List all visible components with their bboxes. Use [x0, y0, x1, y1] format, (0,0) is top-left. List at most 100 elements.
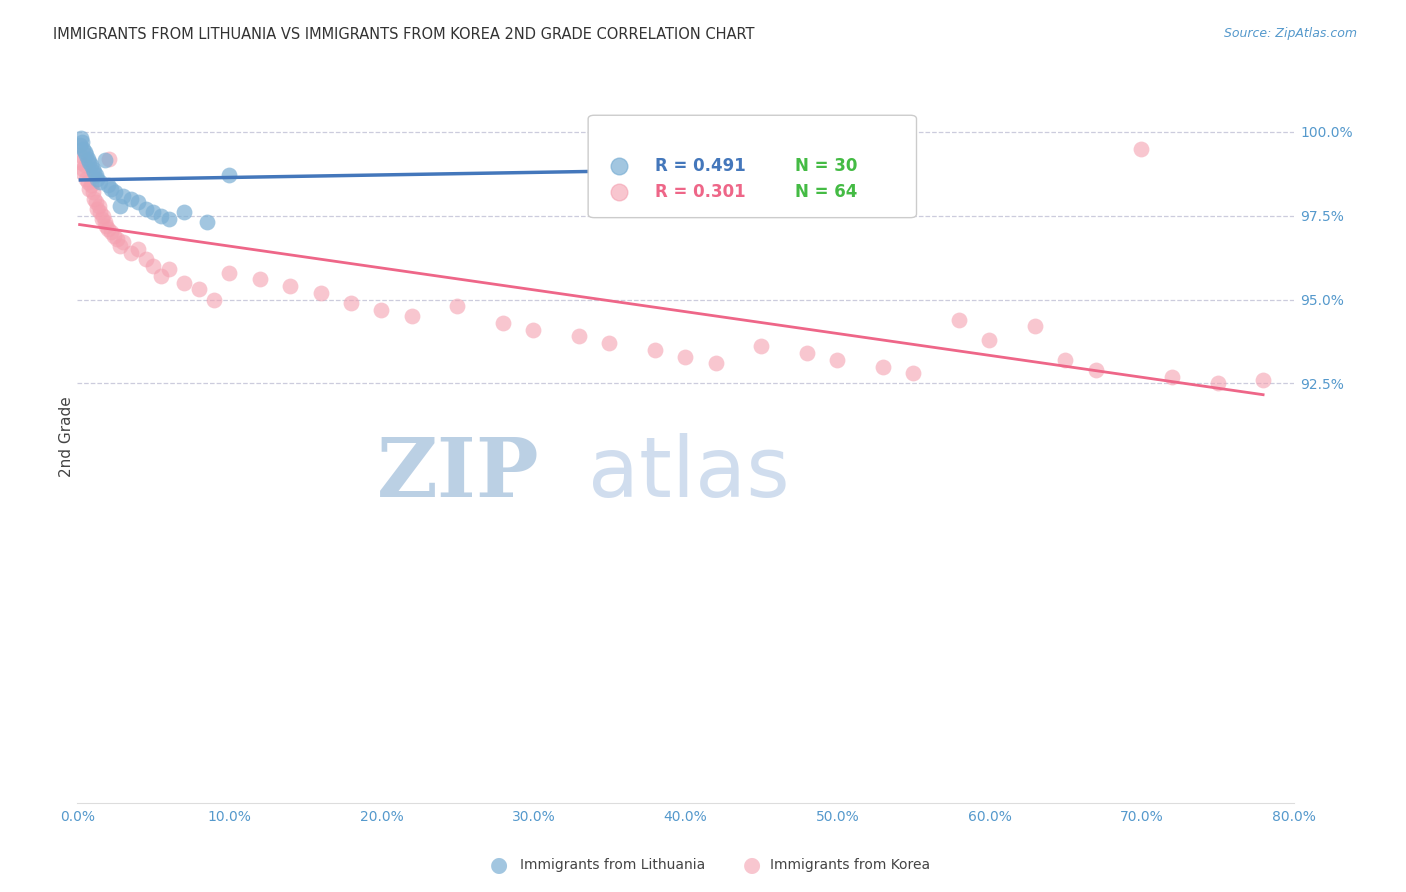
Point [77, 152, 100, 166]
Text: R = 0.301: R = 0.301 [655, 183, 745, 201]
Point [89, 205, 111, 219]
Text: ZIP: ZIP [377, 434, 540, 514]
Point [75, 171, 97, 186]
Text: Source: ZipAtlas.com: Source: ZipAtlas.com [1223, 27, 1357, 40]
Point [100, 182, 122, 196]
Point [675, 125, 697, 139]
Point [827, 352, 849, 367]
Point [1084, 363, 1107, 377]
Point [103, 228, 125, 243]
Point [948, 312, 970, 326]
Point [90, 212, 112, 227]
Point [73, 158, 96, 172]
Point [142, 259, 165, 273]
Point [91, 209, 114, 223]
Point [1161, 369, 1184, 384]
Text: ●: ● [744, 855, 761, 875]
Point [1251, 373, 1274, 387]
Point [492, 316, 515, 330]
Point [83, 165, 105, 179]
Point [70, 131, 93, 145]
Point [108, 198, 131, 212]
Text: N = 30: N = 30 [794, 158, 858, 176]
Point [72, 142, 94, 156]
Point [108, 239, 131, 253]
Point [522, 323, 544, 337]
Text: ●: ● [491, 855, 508, 875]
Point [675, 350, 697, 364]
Point [1130, 142, 1153, 156]
Text: atlas: atlas [588, 434, 790, 514]
Text: Immigrants from Lithuania: Immigrants from Lithuania [520, 858, 706, 872]
Point [157, 212, 180, 227]
Point [796, 346, 818, 360]
Point [1024, 319, 1046, 334]
Point [120, 245, 142, 260]
Point [872, 359, 894, 374]
Point [84, 169, 107, 183]
Point [644, 343, 666, 357]
Point [72, 161, 94, 176]
Point [105, 232, 128, 246]
Point [75, 148, 97, 162]
Point [104, 185, 127, 199]
Y-axis label: 2nd Grade: 2nd Grade [59, 397, 73, 477]
Point [93, 153, 115, 168]
Point [69, 138, 91, 153]
Text: Immigrants from Korea: Immigrants from Korea [770, 858, 931, 872]
Point [82, 185, 104, 199]
Point [401, 310, 423, 324]
Point [202, 293, 225, 307]
Point [135, 202, 157, 216]
Text: IMMIGRANTS FROM LITHUANIA VS IMMIGRANTS FROM KOREA 2ND GRADE CORRELATION CHART: IMMIGRANTS FROM LITHUANIA VS IMMIGRANTS … [53, 27, 755, 42]
Point [446, 299, 468, 313]
Point [98, 152, 121, 166]
Point [188, 282, 211, 296]
Point [86, 171, 108, 186]
Point [93, 215, 115, 229]
Point [598, 336, 620, 351]
Point [218, 266, 240, 280]
Point [87, 198, 110, 212]
Point [70, 165, 93, 179]
Point [568, 329, 591, 343]
Point [69, 148, 91, 162]
Point [79, 182, 101, 196]
Point [70, 135, 93, 149]
Point [97, 222, 120, 236]
Text: R = 0.491: R = 0.491 [655, 158, 745, 176]
Point [69, 155, 91, 169]
Point [82, 161, 104, 176]
Point [340, 296, 363, 310]
Point [149, 268, 172, 283]
Point [903, 367, 925, 381]
FancyBboxPatch shape [588, 115, 917, 218]
Point [979, 333, 1001, 347]
Point [83, 192, 105, 206]
Point [127, 242, 149, 256]
Point [100, 226, 122, 240]
Point [1054, 352, 1077, 367]
Point [77, 175, 100, 189]
Point [173, 205, 195, 219]
Point [97, 178, 120, 193]
Point [86, 202, 108, 216]
Point [173, 276, 195, 290]
Point [84, 195, 107, 210]
Point [1206, 376, 1229, 391]
Point [127, 195, 149, 210]
Point [704, 356, 727, 370]
Point [249, 272, 271, 286]
Point [218, 169, 240, 183]
Point [309, 285, 332, 300]
Text: N = 64: N = 64 [794, 183, 858, 201]
Point [195, 215, 218, 229]
Point [96, 219, 118, 233]
Point [120, 192, 142, 206]
Point [89, 175, 111, 189]
Point [73, 145, 96, 159]
Point [80, 178, 103, 193]
Point [111, 188, 134, 202]
Point [80, 158, 103, 172]
Point [751, 339, 773, 353]
